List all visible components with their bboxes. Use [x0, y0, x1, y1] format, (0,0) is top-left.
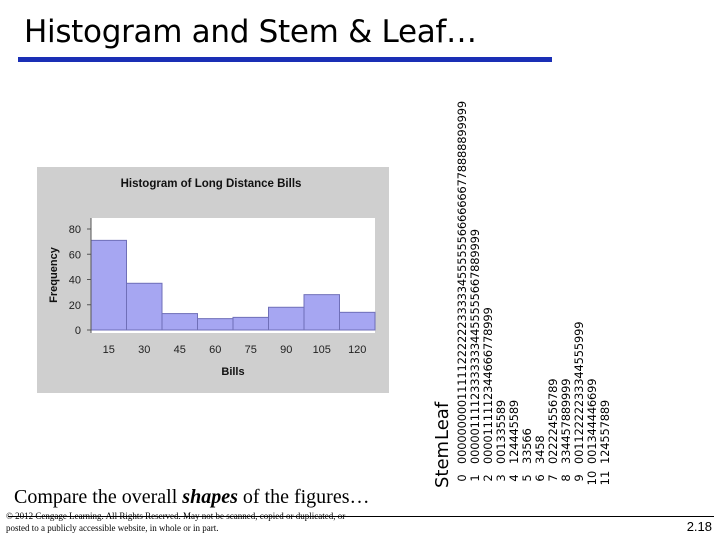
y-tick-label-20: 20	[69, 300, 81, 312]
histogram-bar-75	[232, 316, 269, 331]
slide-number: 2.18	[686, 519, 712, 534]
stem-header: Stem	[432, 440, 453, 488]
stem-leaf-row: 11 124557889	[598, 70, 612, 490]
histogram-panel: 0 20 40 60 80 15 30 45 60 75 90 105 120 Histogram o…	[37, 167, 389, 393]
histogram-bar-105	[303, 294, 340, 331]
caption-text-start: Compare the overall	[14, 486, 183, 508]
caption-emphasis: shapes	[182, 486, 238, 508]
x-tick-label-45: 45	[174, 344, 186, 356]
stem-value: 11	[598, 470, 612, 486]
x-tick-label-90: 90	[280, 344, 292, 356]
y-tick-label-80: 80	[69, 224, 81, 236]
stem-leaf-header: Stem Leaf	[432, 70, 456, 490]
caption-text-end: of the figures…	[237, 486, 370, 508]
histogram-bar-45	[161, 313, 198, 331]
histogram-bar-15	[90, 239, 127, 331]
footer-rule	[8, 516, 714, 517]
x-tick-label-30: 30	[138, 344, 150, 356]
x-tick-label-105: 105	[313, 344, 331, 356]
leaf-header: Leaf	[432, 401, 453, 440]
chart-title: Histogram of Long Distance Bills	[121, 178, 302, 190]
x-tick-label-60: 60	[209, 344, 221, 356]
stem-leaf-row: 5 33566	[520, 70, 534, 490]
stem-leaf-rows: 0 000000000111112222223333345555556666666…	[455, 70, 612, 490]
histogram-bar-60	[197, 318, 234, 331]
histogram-bar-120	[339, 311, 376, 331]
copyright-notice: © 2012 Cengage Learning. All Rights Rese…	[6, 511, 346, 533]
x-axis-label: Bills	[221, 366, 244, 378]
leaf-values: 124557889	[598, 399, 612, 464]
slide-title: Histogram and Stem & Leaf…	[24, 14, 477, 50]
histogram-bar-30	[126, 282, 163, 331]
y-tick-label-40: 40	[69, 275, 81, 287]
x-tick-label-75: 75	[245, 344, 257, 356]
stem-and-leaf-display: Stem Leaf 0 00000000011111222222333334555…	[432, 70, 652, 490]
y-tick-label-60: 60	[69, 249, 81, 261]
stem-leaf-row: 4 124445589	[507, 70, 521, 490]
slide-caption: Compare the overall shapes of the figure…	[14, 486, 370, 509]
title-rule	[18, 57, 552, 62]
histogram-chart: 0 20 40 60 80 15 30 45 60 75 90 105 120 Histogram o…	[48, 178, 376, 378]
y-axis-label: Frequency	[48, 246, 60, 303]
bars-group	[90, 239, 376, 331]
x-ticks-group: 15 30 45 60 75 90 105 120	[103, 344, 367, 356]
x-tick-label-15: 15	[103, 344, 115, 356]
x-tick-label-120: 120	[348, 344, 366, 356]
y-tick-label-0: 0	[75, 325, 81, 337]
histogram-bar-90	[268, 306, 305, 331]
y-ticks-group: 0 20 40 60 80	[69, 224, 91, 337]
